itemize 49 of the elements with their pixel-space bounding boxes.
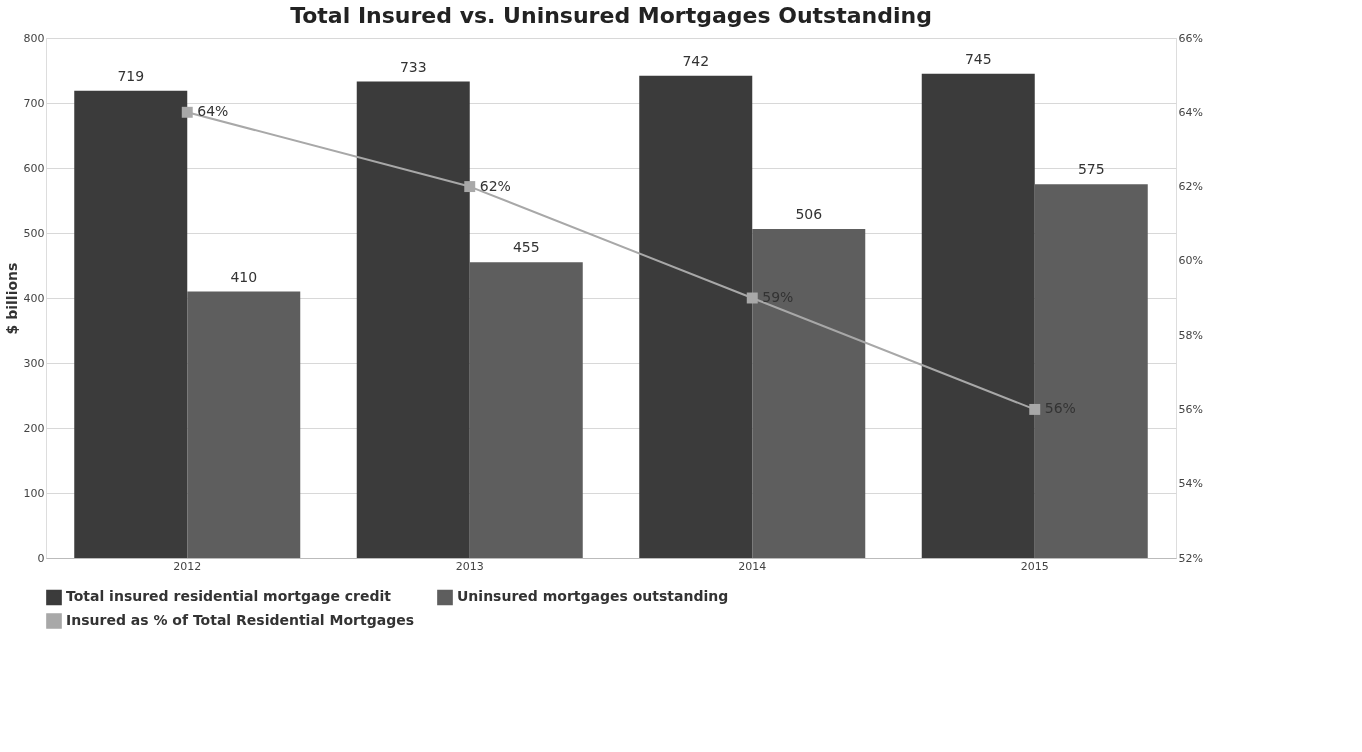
- bar: [921, 73, 1035, 558]
- data-label: 575: [1077, 161, 1105, 178]
- y-tick-label: 800: [23, 31, 45, 45]
- y2-tick-label: 62%: [1178, 180, 1203, 194]
- bar: [752, 229, 866, 558]
- y-tick-label: 100: [23, 486, 45, 500]
- y-tick-label: 600: [23, 161, 45, 175]
- y-axis-title: $ billions: [3, 262, 20, 335]
- x-tick-label: 2014: [738, 559, 767, 573]
- data-label: 506: [795, 206, 823, 223]
- legend-label: Insured as % of Total Residential Mortgages: [66, 612, 414, 628]
- point: [181, 106, 193, 118]
- y-tick-label: 700: [23, 96, 45, 110]
- bar: [639, 75, 753, 558]
- data-label: 742: [682, 52, 710, 69]
- point: [1029, 403, 1041, 415]
- y-tick-label: 500: [23, 226, 45, 240]
- x-tick-label: 2012: [173, 559, 202, 573]
- data-label: 733: [399, 58, 427, 75]
- y2-tick-label: 54%: [1178, 477, 1203, 491]
- point: [746, 292, 758, 304]
- data-label: 410: [230, 268, 258, 285]
- bar: [1034, 184, 1148, 558]
- y2-tick-label: 58%: [1178, 328, 1203, 342]
- bar: [469, 262, 583, 558]
- y-tick-label: 400: [23, 291, 45, 305]
- legend-label: Uninsured mortgages outstanding: [457, 588, 729, 605]
- x-tick-label: 2013: [455, 559, 484, 573]
- chart-title: Total Insured vs. Uninsured Mortgages Outstanding: [290, 3, 932, 28]
- y2-tick-label: 66%: [1178, 31, 1203, 45]
- y-tick-label: 0: [37, 551, 45, 565]
- data-label: 59%: [762, 289, 794, 305]
- y2-tick-label: 56%: [1178, 402, 1203, 416]
- data-label: 64%: [197, 103, 229, 120]
- data-label: 62%: [479, 177, 511, 194]
- data-label: 455: [512, 239, 540, 256]
- y2-tick-label: 52%: [1178, 551, 1203, 565]
- bar: [356, 81, 470, 558]
- legend-label: Total insured residential mortgage credit: [66, 588, 392, 605]
- y-tick-label: 200: [23, 421, 45, 435]
- bar: [187, 291, 301, 558]
- y2-tick-label: 64%: [1178, 105, 1203, 119]
- y2-tick-label: 60%: [1178, 254, 1203, 268]
- data-label: 745: [964, 50, 992, 67]
- x-tick-label: 2015: [1020, 559, 1049, 573]
- y-tick-label: 300: [23, 356, 45, 370]
- point: [464, 181, 476, 193]
- data-label: 719: [117, 67, 145, 84]
- bar: [74, 90, 188, 558]
